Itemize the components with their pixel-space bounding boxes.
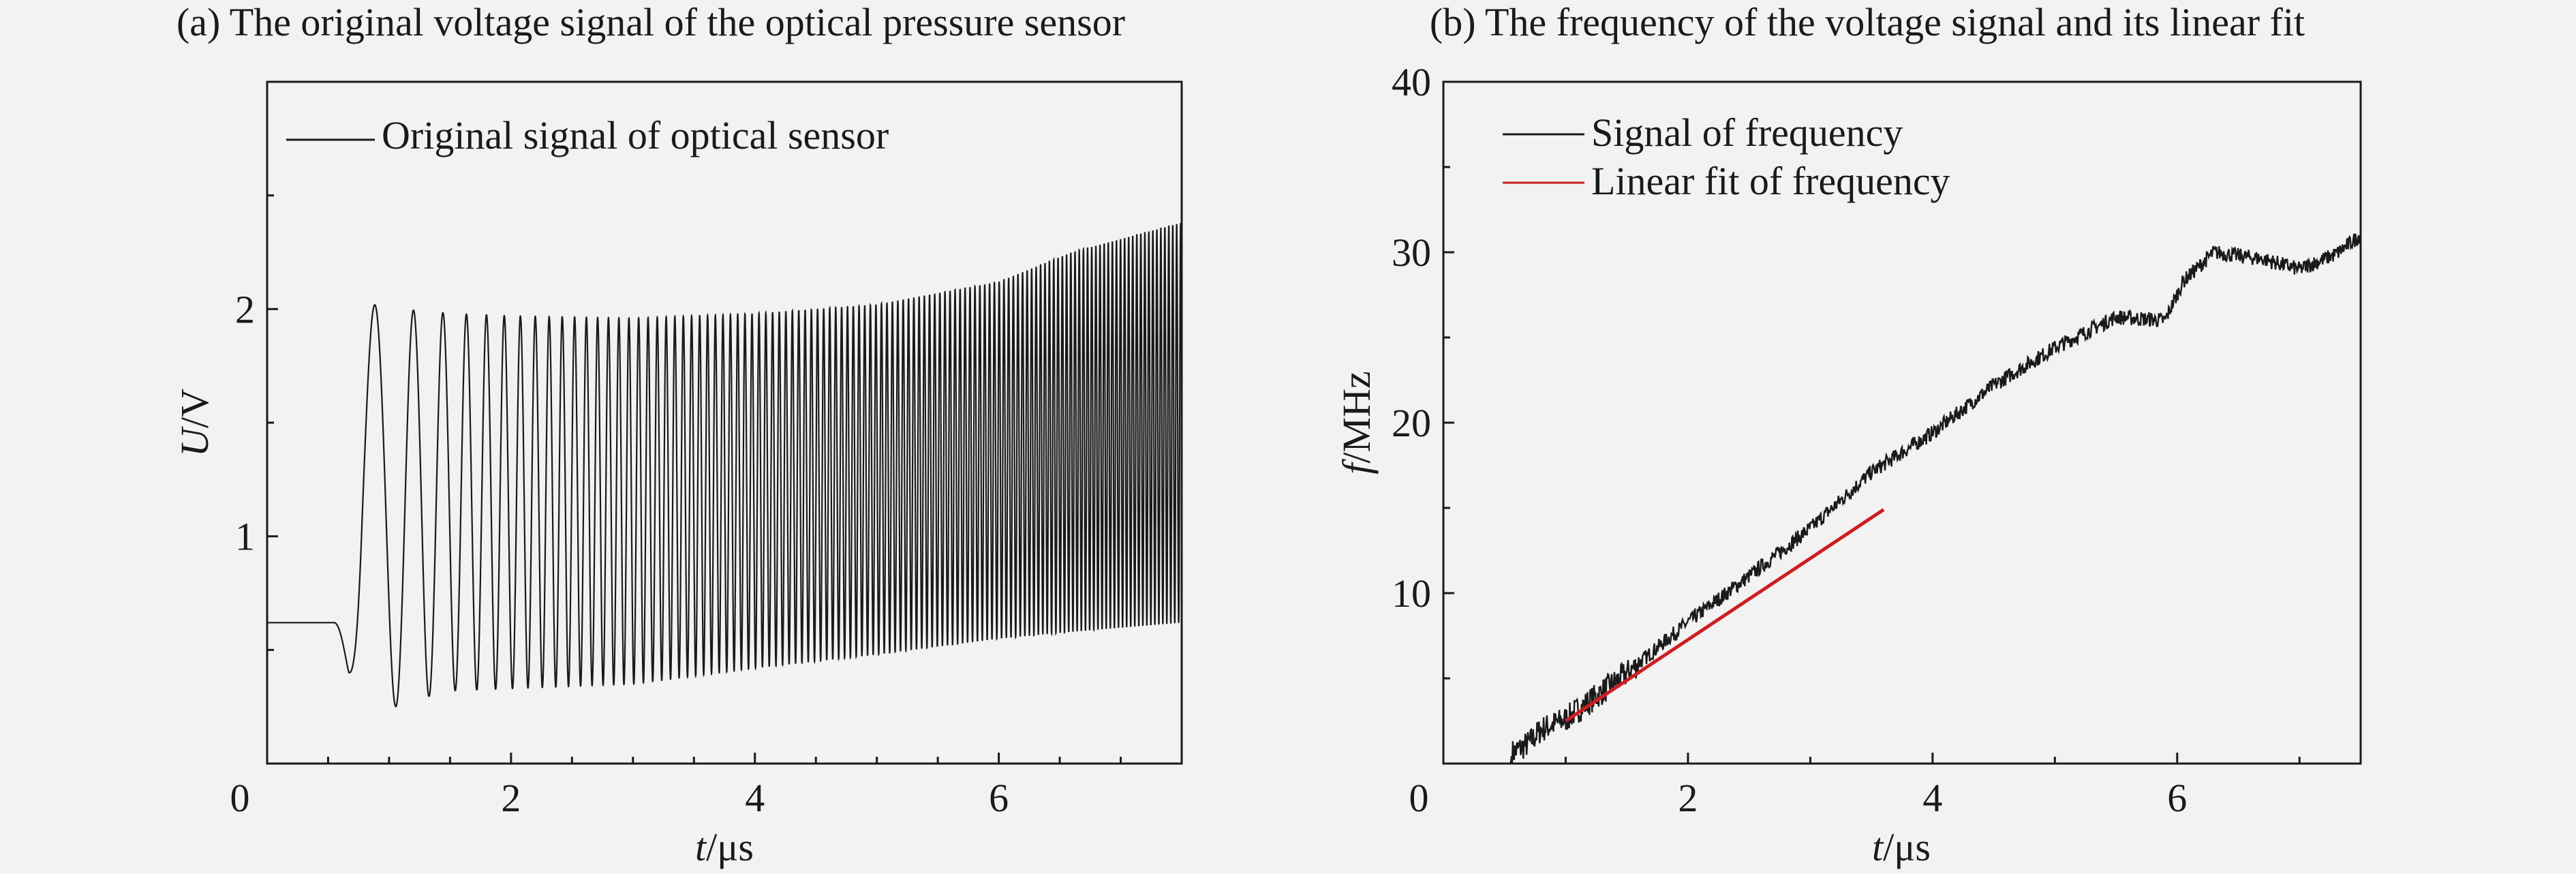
x-tick-label: 0 — [1409, 776, 1429, 820]
y-tick-label: 20 — [1392, 401, 1431, 445]
panel-a-title: (a) The original voltage signal of the o… — [177, 0, 1125, 44]
x-axis-variable: t — [1872, 825, 1884, 869]
x-axis-variable: t — [695, 825, 707, 869]
panel-b-frequency-chart: (b) The frequency of the voltage signal … — [1334, 0, 2362, 869]
panel-a-x-ticks: 0 2 4 6 — [230, 753, 1122, 820]
panel-a-y-axis-label: U/V — [172, 389, 217, 457]
panel-b-legend: Signal of frequency Linear fit of freque… — [1503, 110, 1950, 203]
panel-b-y-ticks: 10 20 30 40 — [1392, 60, 1454, 680]
panel-b-linear-fit-line — [1565, 508, 1885, 723]
x-tick-label: 2 — [501, 776, 521, 820]
panel-a-voltage-chart: (a) The original voltage signal of the o… — [172, 0, 1183, 869]
panel-a-signal-line — [267, 223, 1183, 708]
y-axis-unit: /V — [172, 389, 217, 428]
y-tick-label: 40 — [1392, 60, 1431, 104]
legend-label-original-signal: Original signal of optical sensor — [382, 113, 889, 157]
panel-a-x-axis-label: t/μs — [695, 825, 754, 869]
panel-b-frequency-signal-line — [1443, 233, 2361, 765]
y-axis-unit: /MHz — [1334, 371, 1379, 463]
panel-a-legend: Original signal of optical sensor — [286, 113, 889, 157]
x-axis-unit: /μs — [706, 825, 754, 869]
x-tick-label: 6 — [2167, 776, 2187, 820]
y-tick-label: 10 — [1392, 571, 1431, 616]
y-axis-variable: U — [172, 425, 217, 457]
y-tick-label: 30 — [1392, 230, 1431, 275]
x-tick-label: 4 — [1922, 776, 1942, 820]
panel-a-y-ticks: 12 — [235, 194, 278, 651]
legend-label-signal-of-frequency: Signal of frequency — [1591, 110, 1903, 155]
panel-b-x-ticks: 0 2 4 6 — [1409, 753, 2301, 820]
y-tick-label: 1 — [235, 515, 255, 559]
x-tick-label: 6 — [989, 776, 1009, 820]
x-axis-unit: /μs — [1883, 825, 1931, 869]
panel-b-title: (b) The frequency of the voltage signal … — [1430, 0, 2305, 44]
panel-b-x-axis-label: t/μs — [1872, 825, 1931, 869]
x-tick-label: 4 — [745, 776, 765, 820]
panel-b-y-axis-label: f/MHz — [1334, 371, 1379, 474]
legend-label-linear-fit: Linear fit of frequency — [1591, 159, 1950, 203]
x-tick-label: 2 — [1678, 776, 1698, 820]
y-tick-label: 2 — [235, 287, 255, 331]
x-tick-label: 0 — [230, 776, 250, 820]
